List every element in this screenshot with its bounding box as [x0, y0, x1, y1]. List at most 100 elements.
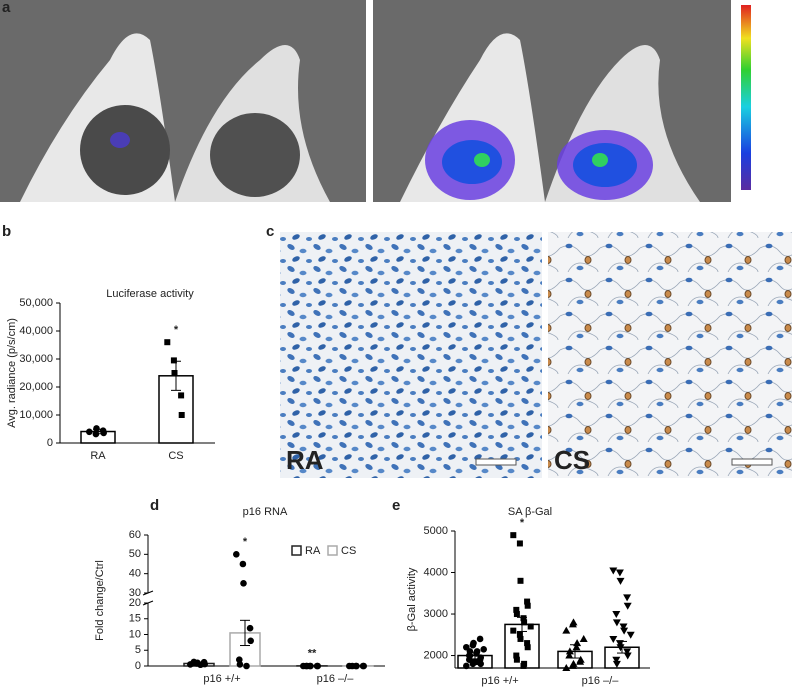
- y-tick-label: 5000: [424, 525, 448, 537]
- point: [178, 412, 185, 418]
- x-tick-label: p16 +/+: [481, 675, 518, 687]
- y-axis-label: Avg. radiance (p/s/cm): [6, 318, 18, 428]
- point: [476, 635, 484, 643]
- chart-title: p16 RNA: [243, 506, 288, 518]
- point: [521, 619, 528, 626]
- point: [576, 655, 585, 663]
- significance: *: [174, 324, 179, 336]
- point: [623, 652, 632, 660]
- x-tick-label: p16 –/–: [582, 675, 620, 687]
- point: [513, 606, 520, 613]
- scale-bar: [475, 458, 517, 466]
- point: [609, 635, 618, 643]
- point: [524, 598, 531, 605]
- point: [612, 611, 621, 619]
- point: [314, 662, 322, 670]
- point: [623, 602, 632, 610]
- point: [239, 560, 247, 568]
- y-axis-label: Fold change/Ctrl: [94, 560, 106, 641]
- point: [247, 637, 254, 645]
- point: [562, 626, 571, 634]
- point: [524, 644, 531, 651]
- panel-label: c: [266, 223, 274, 240]
- point: [510, 627, 517, 634]
- point: [520, 615, 527, 622]
- panel-label: b: [2, 223, 11, 240]
- point: [197, 661, 204, 669]
- point: [521, 660, 528, 667]
- y-tick-label: 60: [129, 529, 141, 541]
- y-tick-label: 10,000: [19, 409, 53, 421]
- colorbar: [741, 5, 751, 190]
- y-tick-label: 50: [129, 548, 141, 560]
- x-tick-label: p16 +/+: [203, 673, 240, 685]
- point: [517, 635, 524, 642]
- chart-title: Luciferase activity: [106, 288, 194, 300]
- point: [473, 658, 480, 666]
- y-tick-label: 3000: [424, 608, 448, 620]
- point: [470, 639, 477, 647]
- point: [349, 662, 356, 670]
- y-tick-label: 0: [47, 437, 53, 449]
- point: [612, 619, 621, 627]
- point: [527, 623, 534, 630]
- point: [612, 656, 621, 664]
- micrograph-ra: [280, 232, 542, 478]
- y-tick-label: 20: [129, 597, 141, 609]
- legend-label: CS: [341, 545, 356, 557]
- mouse-images: [0, 0, 751, 203]
- point: [303, 662, 311, 670]
- point: [466, 656, 473, 663]
- y-tick-label: 50,000: [19, 297, 53, 309]
- point: [612, 660, 621, 668]
- point: [233, 551, 240, 558]
- point: [473, 648, 481, 655]
- point: [513, 652, 520, 659]
- micrograph-label: RA: [286, 445, 324, 475]
- point: [565, 651, 574, 659]
- y-tick-label: 30,000: [19, 353, 53, 365]
- y-tick-label: 2000: [424, 649, 448, 661]
- y-tick-label: 20,000: [19, 381, 53, 393]
- panel-label: e: [392, 497, 400, 514]
- point: [178, 392, 185, 399]
- point: [620, 627, 629, 635]
- significance: **: [308, 648, 317, 660]
- point: [513, 656, 520, 663]
- point: [243, 662, 250, 670]
- point: [626, 631, 635, 639]
- significance: *: [520, 517, 525, 529]
- y-tick-label: 40,000: [19, 325, 53, 337]
- point: [236, 661, 244, 668]
- y-axis-label: β-Gal activity: [406, 567, 418, 631]
- point: [623, 648, 632, 656]
- point: [573, 639, 582, 647]
- point: [579, 634, 588, 642]
- significance: *: [243, 536, 248, 548]
- panel-label: d: [150, 497, 159, 514]
- point: [615, 640, 624, 648]
- point: [170, 357, 177, 364]
- point: [615, 569, 624, 577]
- point: [240, 580, 247, 587]
- point: [100, 429, 107, 437]
- chart-title: SA β-Gal: [508, 506, 552, 518]
- point: [524, 640, 531, 647]
- point: [246, 624, 254, 632]
- point: [623, 594, 632, 602]
- point: [86, 428, 93, 436]
- point: [171, 370, 178, 376]
- y-tick-label: 30: [129, 587, 141, 599]
- point: [616, 577, 625, 585]
- y-tick-label: 15: [129, 613, 141, 625]
- x-tick-label: CS: [168, 450, 183, 462]
- point: [562, 664, 571, 671]
- point: [480, 646, 488, 653]
- point: [616, 644, 625, 652]
- point: [524, 602, 531, 609]
- y-tick-label: 5: [135, 644, 141, 656]
- point: [510, 532, 517, 539]
- point: [565, 647, 574, 655]
- scale-bar: [731, 458, 773, 466]
